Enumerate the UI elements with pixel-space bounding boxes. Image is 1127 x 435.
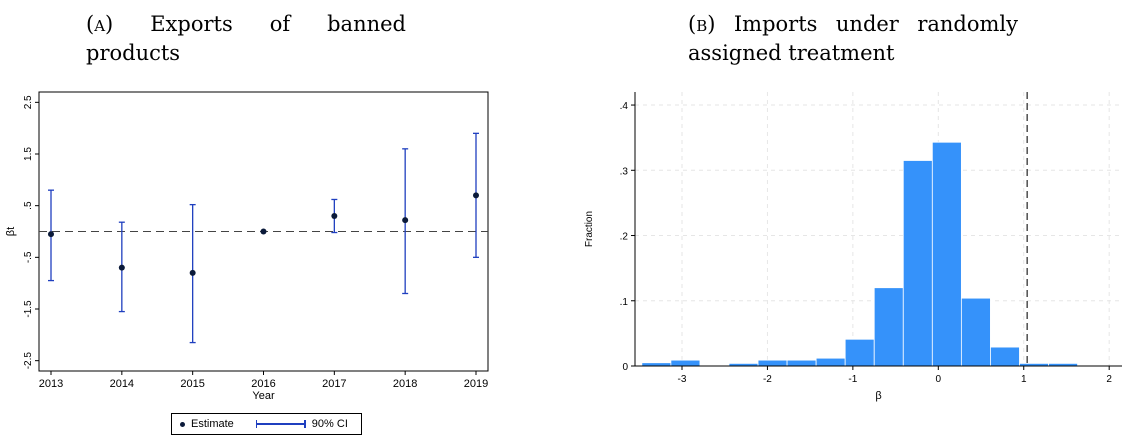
estimate-point [260, 228, 267, 235]
chart-a-coefficient-plot: -2.5 -1.5 -.5 .5 1.5 2.5 βt 2013 2014 2015 2016 201… [5, 91, 489, 402]
caption-a-word-2: of [269, 12, 291, 36]
histogram-bar [815, 357, 846, 367]
chart-b-ylabel: Fraction [584, 211, 595, 247]
estimate-point [331, 213, 338, 219]
chart-a-ytick-label: -.5 [23, 251, 34, 263]
caption-a-word-3: banned [327, 12, 406, 36]
legend-estimate-marker [180, 421, 185, 427]
chart-a-ytick-label: .5 [23, 201, 34, 210]
chart-b-xtick-label: 1 [1021, 374, 1027, 385]
legend-item-ci: 90% CI [255, 418, 348, 430]
caption-a-word-1: Exports [150, 12, 233, 36]
histogram-bar [902, 160, 933, 367]
histogram-bar [844, 338, 875, 367]
estimate-point [189, 269, 196, 276]
caption-b-word-1: Imports [733, 12, 818, 36]
chart-a-ytick-label: 1.5 [23, 147, 34, 161]
legend-estimate-label: Estimate [191, 418, 234, 430]
chart-a-xtick-label: 2017 [322, 378, 346, 390]
caption-a-line2: products [86, 41, 181, 65]
chart-a-xlabel: Year [252, 390, 275, 402]
chart-a-xtick-label: 2016 [251, 378, 275, 390]
chart-b-ytick-label: .4 [620, 101, 629, 112]
chart-b-xtick-label: 2 [1106, 374, 1112, 385]
chart-a-legend: Estimate 90% CI [171, 413, 362, 435]
chart-b-ytick-label: 0 [622, 362, 628, 373]
chart-a-ylabel: βt [5, 227, 17, 236]
chart-a-xtick-label: 2014 [110, 378, 134, 390]
chart-b-ytick-label: .2 [620, 232, 629, 243]
histogram-bar [786, 359, 817, 367]
chart-b-xtick-label: -3 [678, 374, 687, 385]
caption-b-word-3: randomly [917, 12, 1018, 36]
legend-ci-label: 90% CI [311, 418, 348, 430]
caption-b: (b) Imports under randomly assigned trea… [688, 10, 1018, 68]
histogram-bar [873, 287, 904, 367]
chart-a-ytick-label: -1.5 [23, 300, 34, 318]
chart-b-xtick-label: 0 [936, 374, 942, 385]
caption-a-tag: (a) [86, 12, 114, 36]
legend-ci-marker [255, 420, 306, 428]
chart-a-ytick-label: -2.5 [23, 352, 34, 370]
caption-b-word-2: under [835, 12, 899, 36]
estimate-point [402, 217, 409, 224]
histogram-bar [931, 141, 962, 367]
estimate-point [118, 264, 125, 271]
chart-a-xtick-label: 2018 [393, 378, 417, 390]
chart-b-ytick-label: .3 [620, 166, 629, 177]
histogram-bar [757, 359, 788, 367]
caption-a: (a) Exports of banned products [86, 10, 406, 68]
histogram-bar [960, 297, 991, 367]
estimate-point [48, 231, 54, 238]
chart-a-xtick-label: 2019 [464, 378, 488, 390]
chart-b-xtick-label: -2 [763, 374, 772, 385]
histogram-bar [670, 359, 701, 367]
caption-b-line2: assigned treatment [688, 41, 895, 65]
chart-b-ytick-label: .1 [620, 297, 629, 308]
chart-b-histogram: 0 .1 .2 .3 .4 Fraction -3 -2 -1 0 1 2 β [584, 92, 1122, 402]
legend-item-estimate: Estimate [180, 418, 234, 430]
histogram-bar [990, 346, 1020, 367]
chart-a-ytick-label: 2.5 [23, 95, 34, 109]
caption-b-tag: (b) [688, 12, 716, 36]
chart-a-xtick-label: 2015 [180, 378, 204, 390]
estimate-point [473, 192, 479, 199]
chart-b-xlabel: β [875, 390, 881, 402]
chart-a-xtick-label: 2013 [39, 378, 63, 390]
chart-b-xtick-label: -1 [848, 374, 857, 385]
